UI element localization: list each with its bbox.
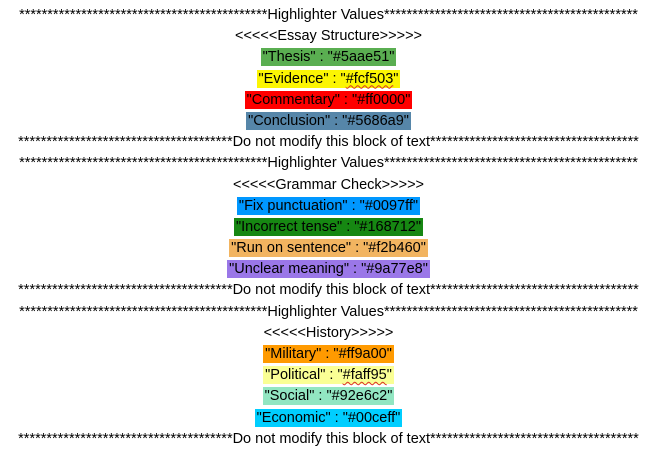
highlight-entry[interactable]: "Military" : "#ff9a00" xyxy=(0,344,657,365)
highlight-closing-quote: " xyxy=(405,91,411,108)
highlight-entry[interactable]: "Economic" : "#00ceff" xyxy=(0,408,657,429)
highlight-label: "Military" : " xyxy=(265,346,339,362)
highlight-label: "Fix punctuation" : " xyxy=(238,197,365,214)
do-not-modify-footer[interactable]: **************************************Do… xyxy=(0,280,657,301)
highlight-closing-quote: " xyxy=(387,388,393,405)
highlighted-text: "Unclear meaning" : "#9a77e8" xyxy=(227,260,430,279)
highlight-label: "Political" : " xyxy=(265,367,343,384)
highlight-closing-quote: " xyxy=(393,70,399,87)
highlight-entry[interactable]: "Social" : "#92e6c2" xyxy=(0,386,657,407)
highlight-color-code: #fcf503 xyxy=(345,70,394,87)
highlight-label: "Economic" : " xyxy=(256,409,348,426)
highlight-label: "Unclear meaning" : " xyxy=(229,261,367,278)
highlight-color-code: #5686a9 xyxy=(347,112,404,129)
do-not-modify-footer-text: **************************************Do… xyxy=(18,430,639,447)
highlight-color-code: #ff9a00 xyxy=(338,346,387,362)
highlight-label: "Evidence" : " xyxy=(258,70,346,87)
highlight-entry[interactable]: "Fix punctuation" : "#0097ff" xyxy=(0,196,657,217)
highlighted-text: "Political" : "#faff95" xyxy=(263,366,394,385)
highlighter-values-header-text: ****************************************… xyxy=(19,303,638,320)
highlight-closing-quote: " xyxy=(395,409,401,426)
do-not-modify-footer[interactable]: **************************************Do… xyxy=(0,429,657,450)
highlight-color-code: #168712 xyxy=(359,218,416,235)
highlighted-text: "Incorrect tense" : "#168712" xyxy=(233,217,424,236)
highlight-label: "Incorrect tense" : " xyxy=(235,218,360,235)
highlight-color-code: #faff95 xyxy=(342,367,387,384)
highlighted-text: "Commentary" : "#ff0000" xyxy=(244,90,413,109)
highlight-closing-quote: " xyxy=(422,261,428,278)
section-title[interactable]: <<<<<Essay Structure>>>>> xyxy=(0,26,657,47)
section-title-text: <<<<<History>>>>> xyxy=(263,324,394,341)
highlight-closing-quote: " xyxy=(412,197,419,214)
highlight-entry[interactable]: "Political" : "#faff95" xyxy=(0,365,657,386)
highlight-color-code: #5aae51 xyxy=(332,49,390,66)
do-not-modify-footer[interactable]: **************************************Do… xyxy=(0,132,657,153)
highlighted-text: "Run on sentence" : "#f2b460" xyxy=(229,239,428,258)
highlight-entry[interactable]: "Unclear meaning" : "#9a77e8" xyxy=(0,259,657,280)
highlighted-text: "Social" : "#92e6c2" xyxy=(262,387,395,406)
highlight-entry[interactable]: "Evidence" : "#fcf503" xyxy=(0,69,657,90)
highlighter-values-header[interactable]: ****************************************… xyxy=(0,153,657,174)
section-title[interactable]: <<<<<Grammar Check>>>>> xyxy=(0,175,657,196)
highlighter-values-header-text: ****************************************… xyxy=(19,7,638,23)
highlight-closing-quote: " xyxy=(386,346,392,362)
highlighted-text: "Thesis" : "#5aae51" xyxy=(260,48,397,67)
highlight-label: "Thesis" : " xyxy=(262,49,333,66)
highlight-closing-quote: " xyxy=(403,112,409,129)
highlighted-text: "Military" : "#ff9a00" xyxy=(263,345,394,363)
highlighted-text: "Economic" : "#00ceff" xyxy=(254,408,403,427)
highlight-label: "Run on sentence" : " xyxy=(231,240,369,257)
highlight-label: "Social" : " xyxy=(264,388,332,405)
highlighter-values-header-text: ****************************************… xyxy=(19,155,638,172)
section-title-text: <<<<<Essay Structure>>>>> xyxy=(234,28,423,45)
highlighted-text: "Evidence" : "#fcf503" xyxy=(256,69,401,88)
highlight-color-code: #0097ff xyxy=(364,197,413,214)
highlight-entry[interactable]: "Incorrect tense" : "#168712" xyxy=(0,217,657,238)
highlight-entry[interactable]: "Conclusion" : "#5686a9" xyxy=(0,111,657,132)
highlight-color-code: #92e6c2 xyxy=(331,388,388,405)
highlight-closing-quote: " xyxy=(386,367,392,384)
highlighter-values-header[interactable]: ****************************************… xyxy=(0,302,657,323)
highlighted-text: "Fix punctuation" : "#0097ff" xyxy=(236,196,421,215)
do-not-modify-footer-text: **************************************Do… xyxy=(18,134,639,151)
section-title[interactable]: <<<<<History>>>>> xyxy=(0,323,657,344)
highlight-color-code: #9a77e8 xyxy=(366,261,423,278)
section-title-text: <<<<<Grammar Check>>>>> xyxy=(232,176,425,193)
highlight-entry[interactable]: "Commentary" : "#ff0000" xyxy=(0,90,657,111)
highlight-closing-quote: " xyxy=(389,49,395,66)
do-not-modify-footer-text: **************************************Do… xyxy=(18,282,639,299)
highlight-closing-quote: " xyxy=(420,240,426,257)
highlight-color-code: #ff0000 xyxy=(357,91,406,108)
highlighter-values-header[interactable]: ****************************************… xyxy=(0,5,657,26)
highlight-label: "Conclusion" : " xyxy=(248,112,348,129)
highlight-color-code: #f2b460 xyxy=(368,240,421,257)
highlight-closing-quote: " xyxy=(415,218,422,235)
document-body[interactable]: ****************************************… xyxy=(0,0,657,450)
highlight-color-code: #00ceff xyxy=(347,409,396,426)
highlighted-text: "Conclusion" : "#5686a9" xyxy=(246,111,411,130)
highlight-entry[interactable]: "Run on sentence" : "#f2b460" xyxy=(0,238,657,259)
highlight-entry[interactable]: "Thesis" : "#5aae51" xyxy=(0,47,657,68)
highlight-label: "Commentary" : " xyxy=(246,91,358,108)
